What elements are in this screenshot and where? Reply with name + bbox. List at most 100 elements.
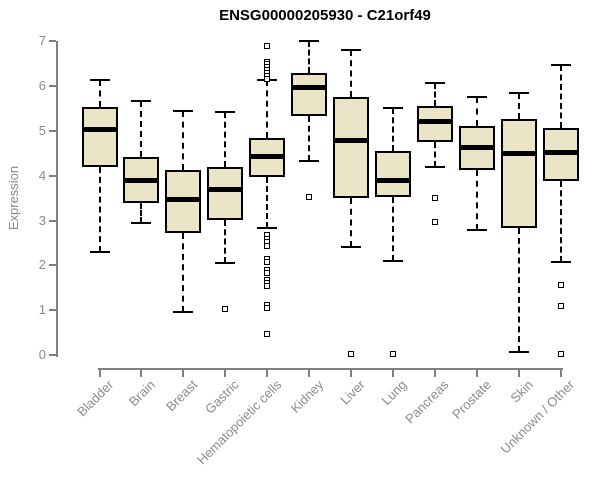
x-tick — [182, 369, 185, 377]
x-tick — [308, 369, 311, 377]
whisker-cap-top — [425, 81, 446, 84]
whisker-upper — [476, 96, 479, 126]
x-tick — [518, 369, 520, 377]
y-tick-label: 5 — [38, 123, 46, 139]
outlier-point — [557, 282, 564, 289]
median-line — [542, 150, 579, 156]
x-tick — [140, 369, 143, 377]
whisker-cap-bottom — [341, 245, 362, 248]
x-tick-label: Gastric — [202, 377, 242, 417]
outlier-point — [306, 194, 313, 201]
whisker-lower — [518, 227, 520, 353]
median-line — [81, 127, 118, 133]
y-tick — [49, 174, 56, 177]
chart-title: ENSG00000205930 - C21orf49 — [219, 7, 431, 24]
whisker-upper — [224, 111, 227, 167]
whisker-cap-top — [550, 64, 571, 67]
y-tick — [49, 354, 56, 356]
x-tick — [476, 369, 479, 377]
median-line — [291, 85, 328, 91]
whisker-cap-bottom — [383, 259, 404, 262]
x-tick-label: Brain — [125, 377, 159, 410]
whisker-cap-bottom — [509, 351, 529, 354]
whisker-cap-top — [383, 106, 404, 109]
whisker-cap-bottom — [215, 262, 236, 265]
y-axis-line — [56, 41, 58, 357]
whisker-cap-top — [341, 48, 362, 51]
box — [81, 107, 118, 167]
outlier-point — [557, 351, 564, 358]
median-line — [165, 196, 202, 202]
whisker-cap-top — [215, 110, 236, 113]
box — [333, 97, 370, 199]
whisker-lower — [392, 197, 395, 261]
whisker-cap-bottom — [550, 261, 571, 264]
median-line — [417, 119, 454, 125]
whisker-upper — [518, 92, 520, 120]
x-tick-label: Lung — [378, 377, 410, 409]
whisker-lower — [140, 202, 143, 223]
y-tick-label: 6 — [38, 78, 46, 94]
outlier-point — [264, 42, 271, 49]
whisker-upper — [559, 65, 562, 129]
x-tick-label: Breast — [162, 377, 201, 415]
whisker-upper — [182, 110, 185, 171]
y-tick — [49, 130, 56, 133]
whisker-cap-bottom — [299, 160, 320, 163]
outlier-point — [432, 195, 439, 202]
x-tick — [392, 369, 395, 377]
outlier-point — [264, 75, 271, 82]
x-tick — [350, 369, 353, 377]
whisker-upper — [308, 41, 311, 74]
median-line — [501, 150, 537, 156]
x-tick-label: Unknown / Other — [497, 377, 578, 457]
outlier-point — [432, 219, 439, 226]
median-line — [333, 138, 370, 144]
x-tick-label: Pancreas — [402, 377, 452, 427]
whisker-lower — [559, 181, 562, 263]
y-tick — [49, 219, 56, 222]
whisker-cap-top — [173, 109, 194, 112]
y-tick — [49, 309, 56, 312]
x-tick — [98, 369, 101, 377]
y-tick-label: 4 — [38, 167, 46, 183]
y-tick-label: 2 — [38, 257, 46, 273]
whisker-upper — [350, 49, 353, 98]
whisker-cap-top — [89, 78, 110, 81]
x-tick — [224, 369, 227, 377]
whisker-lower — [98, 166, 101, 252]
y-tick — [49, 40, 56, 43]
y-tick — [49, 264, 56, 267]
whisker-cap-top — [299, 40, 320, 43]
outlier-point — [557, 302, 564, 309]
whisker-cap-bottom — [257, 227, 278, 230]
x-tick-label: Kidney — [287, 377, 326, 416]
y-tick-label: 1 — [38, 302, 46, 318]
whisker-cap-bottom — [467, 229, 488, 232]
whisker-cap-bottom — [173, 310, 194, 313]
y-tick-label: 0 — [38, 347, 46, 362]
whisker-cap-bottom — [425, 165, 446, 168]
outlier-point — [264, 330, 271, 337]
box — [375, 151, 412, 198]
median-line — [207, 186, 244, 192]
box — [291, 73, 328, 116]
x-tick — [266, 369, 269, 377]
whisker-upper — [392, 107, 395, 152]
median-line — [249, 154, 286, 160]
whisker-cap-bottom — [131, 221, 152, 224]
whisker-upper — [140, 101, 143, 158]
x-tick-label: Bladder — [73, 377, 117, 420]
whisker-cap-top — [509, 91, 529, 94]
whisker-lower — [182, 233, 185, 312]
whisker-upper — [98, 79, 101, 108]
whisker-cap-top — [131, 100, 152, 103]
whisker-cap-bottom — [89, 250, 110, 253]
x-axis-line — [98, 368, 563, 370]
whisker-upper — [434, 82, 437, 106]
x-tick-label: Skin — [507, 377, 536, 406]
whisker-cap-top — [467, 95, 488, 98]
box — [207, 166, 244, 221]
x-tick — [434, 369, 437, 377]
whisker-lower — [224, 220, 227, 264]
